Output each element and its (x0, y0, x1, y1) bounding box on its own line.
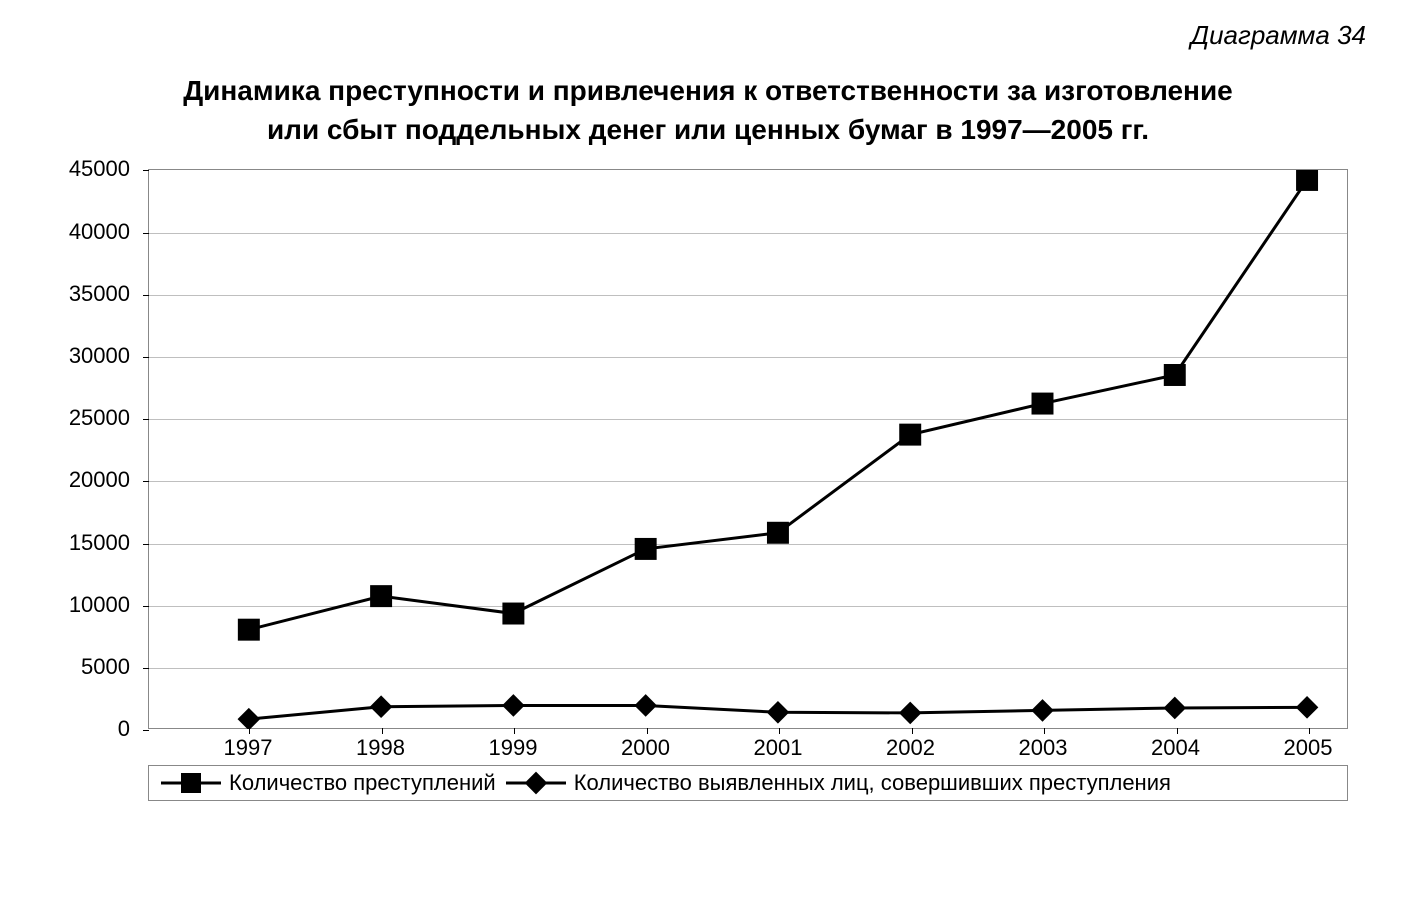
x-axis-label: 1997 (224, 735, 273, 761)
gridline (149, 419, 1347, 420)
y-tick (143, 544, 149, 545)
diamond-marker (370, 696, 393, 719)
figure-caption: Диаграмма 34 (20, 20, 1396, 51)
square-marker (370, 586, 392, 608)
diamond-marker (238, 708, 261, 729)
gridline (149, 544, 1347, 545)
y-axis-label: 0 (118, 716, 130, 742)
y-axis-label: 10000 (69, 592, 130, 618)
chart-title-line1: Динамика преступности и привлечения к от… (183, 75, 1233, 106)
legend-item-persons: Количество выявленных лиц, совершивших п… (506, 770, 1171, 796)
square-icon (181, 773, 201, 793)
x-axis-label: 1998 (356, 735, 405, 761)
y-axis-label: 30000 (69, 343, 130, 369)
gridline (149, 295, 1347, 296)
y-axis-label: 40000 (69, 219, 130, 245)
square-marker (238, 619, 260, 641)
square-marker (1164, 364, 1186, 386)
legend: Количество преступлений Количество выявл… (148, 765, 1348, 801)
chart-outer: 0 5000 10000 15000 20000 25000 30000 35000 40000… (58, 169, 1358, 801)
y-tick (143, 357, 149, 358)
legend-marker-square (161, 772, 221, 794)
square-marker (1032, 393, 1054, 415)
x-axis-label: 1999 (489, 735, 538, 761)
series-line (249, 706, 1307, 720)
y-tick (143, 481, 149, 482)
y-tick (143, 233, 149, 234)
legend-marker-diamond (506, 772, 566, 794)
diamond-marker (899, 702, 922, 725)
x-axis-labels: 1997 1998 1999 2000 2001 2002 2003 2004 2005 (148, 729, 1348, 765)
plot-area (148, 169, 1348, 729)
y-axis-label: 15000 (69, 530, 130, 556)
square-marker (899, 424, 921, 446)
legend-label-persons: Количество выявленных лиц, совершивших п… (574, 770, 1171, 796)
y-tick (143, 295, 149, 296)
gridline (149, 668, 1347, 669)
y-axis-label: 45000 (69, 156, 130, 182)
x-axis-label: 2001 (754, 735, 803, 761)
y-axis-label: 20000 (69, 467, 130, 493)
diamond-marker (634, 695, 657, 718)
diamond-marker (502, 695, 525, 718)
x-axis-label: 2000 (621, 735, 670, 761)
square-marker (635, 538, 657, 560)
y-axis-labels: 0500010000150002000025000300003500040000… (58, 169, 138, 729)
gridline (149, 606, 1347, 607)
diamond-marker (767, 701, 790, 724)
x-axis-label: 2003 (1019, 735, 1068, 761)
diamond-marker (1163, 697, 1186, 720)
x-axis-label: 2002 (886, 735, 935, 761)
square-marker (1296, 170, 1318, 191)
gridline (149, 357, 1347, 358)
y-tick (143, 170, 149, 171)
x-axis-label: 2005 (1284, 735, 1333, 761)
square-marker (767, 522, 789, 544)
y-tick (143, 668, 149, 669)
y-axis-label: 25000 (69, 405, 130, 431)
gridline (149, 481, 1347, 482)
plot-wrap: 1997 1998 1999 2000 2001 2002 2003 2004 2005 Кол… (148, 169, 1358, 801)
diamond-icon (524, 772, 547, 795)
figure-container: Диаграмма 34 Динамика преступности и при… (20, 20, 1396, 801)
legend-label-crimes: Количество преступлений (229, 770, 496, 796)
y-axis-label: 35000 (69, 281, 130, 307)
diamond-marker (1296, 696, 1319, 719)
diamond-marker (1031, 700, 1054, 723)
x-axis-label: 2004 (1151, 735, 1200, 761)
chart-title: Динамика преступности и привлечения к от… (20, 71, 1396, 149)
chart-svg (149, 170, 1347, 729)
series-line (249, 180, 1307, 630)
y-axis-label: 5000 (81, 654, 130, 680)
gridline (149, 233, 1347, 234)
legend-item-crimes: Количество преступлений (161, 770, 496, 796)
y-tick (143, 419, 149, 420)
chart-title-line2: или сбыт поддельных денег или ценных бум… (267, 114, 1149, 145)
y-tick (143, 606, 149, 607)
